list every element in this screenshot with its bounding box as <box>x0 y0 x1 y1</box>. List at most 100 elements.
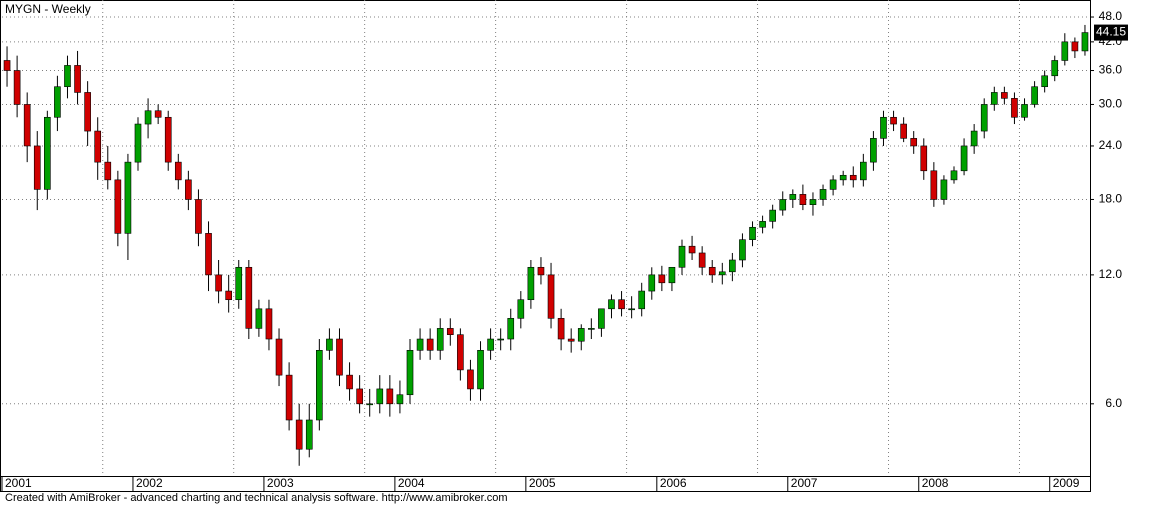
candle-body <box>769 209 776 222</box>
candle-body <box>23 104 31 147</box>
candle-body <box>849 174 857 181</box>
candle-body <box>638 290 646 310</box>
x-tick-label: 2004 <box>398 476 425 490</box>
candle-body <box>205 233 212 276</box>
candle-body <box>507 318 515 340</box>
candle-body <box>688 245 696 254</box>
candle-body <box>154 110 162 118</box>
y-tick-label: 24.0 <box>1099 138 1123 152</box>
candle-body <box>255 308 263 329</box>
candle-body <box>54 86 61 118</box>
candle-body <box>1021 104 1028 118</box>
candle-body <box>1011 98 1018 118</box>
candle-body <box>577 328 585 342</box>
candle-body <box>779 199 787 211</box>
candle-body <box>910 138 918 147</box>
candle-body <box>839 174 847 181</box>
candle-body <box>829 179 837 190</box>
candle-body <box>960 145 968 172</box>
candle-body <box>658 274 666 284</box>
x-tick-label: 2005 <box>529 476 556 490</box>
x-tick-label: 2003 <box>267 476 294 490</box>
candle-body <box>678 245 686 268</box>
candle-body <box>144 110 152 125</box>
candle-body <box>890 116 897 125</box>
candle-body <box>215 274 222 292</box>
candle-body <box>789 194 797 200</box>
y-tick-label: 36.0 <box>1099 63 1123 77</box>
candle-body <box>376 388 384 405</box>
candle-body <box>426 338 434 351</box>
x-tick-label: 2008 <box>922 476 949 490</box>
candle-body <box>990 92 998 105</box>
candle-body <box>446 328 454 335</box>
footer: Created with AmiBroker - advanced charti… <box>5 492 508 504</box>
candle-body <box>305 419 313 450</box>
candle-body <box>739 239 746 261</box>
candle-body <box>174 161 182 181</box>
candle-body <box>648 274 656 292</box>
x-tick-label: 2002 <box>136 476 163 490</box>
candle-body <box>920 145 928 172</box>
candle-body <box>275 338 283 376</box>
candle-body <box>13 70 21 105</box>
candle-body <box>970 130 978 147</box>
y-tick-label: 12.0 <box>1099 267 1123 281</box>
candle-body <box>124 161 132 234</box>
candle-body <box>295 419 303 450</box>
candle-body <box>477 349 484 390</box>
candle-body <box>809 199 817 206</box>
candle-body <box>265 308 273 340</box>
candle-body <box>1071 41 1079 52</box>
candle-body <box>598 308 605 329</box>
candle-body <box>94 130 102 163</box>
candle-body <box>718 271 726 276</box>
candle-body <box>386 388 394 405</box>
candle-body <box>396 394 404 405</box>
candle-body <box>457 334 464 371</box>
candle-body <box>729 259 736 273</box>
y-tick-label: 30.0 <box>1099 97 1123 111</box>
candle-body <box>1031 86 1038 105</box>
candle-body <box>245 266 253 329</box>
candle-body <box>326 338 333 351</box>
candle-body <box>819 189 827 200</box>
candle-body <box>547 274 555 319</box>
last-value-box <box>1094 24 1128 41</box>
candle-body <box>416 338 424 351</box>
candle-body <box>799 194 807 206</box>
candle-body <box>235 266 243 301</box>
candle-body <box>64 65 71 88</box>
candle-body <box>74 65 81 93</box>
candle-body <box>436 328 444 351</box>
candle-body <box>567 338 575 342</box>
candle-body <box>366 403 374 406</box>
candle-body <box>84 92 91 132</box>
candle-body <box>608 299 615 310</box>
candle-body <box>900 123 907 139</box>
candle-body <box>588 328 595 330</box>
plot-frame <box>0 0 1091 492</box>
candle-body <box>930 170 938 200</box>
candle-body <box>164 116 172 163</box>
candle-body <box>698 252 706 268</box>
candle-body <box>406 349 414 396</box>
candle-body <box>557 318 565 340</box>
candle-body <box>497 338 504 341</box>
candle-body <box>3 60 11 71</box>
candle-body <box>668 266 676 284</box>
candle-body <box>185 179 192 200</box>
x-tick-label: 2006 <box>660 476 687 490</box>
candle-body <box>487 338 494 351</box>
candle-body <box>467 369 474 390</box>
candle-body <box>860 161 867 181</box>
x-tick-label: 2007 <box>791 476 818 490</box>
candle-body <box>114 179 122 234</box>
candle-body <box>527 266 535 301</box>
candle-body <box>225 290 232 301</box>
candle-body <box>880 116 887 139</box>
candle-body <box>33 145 41 190</box>
